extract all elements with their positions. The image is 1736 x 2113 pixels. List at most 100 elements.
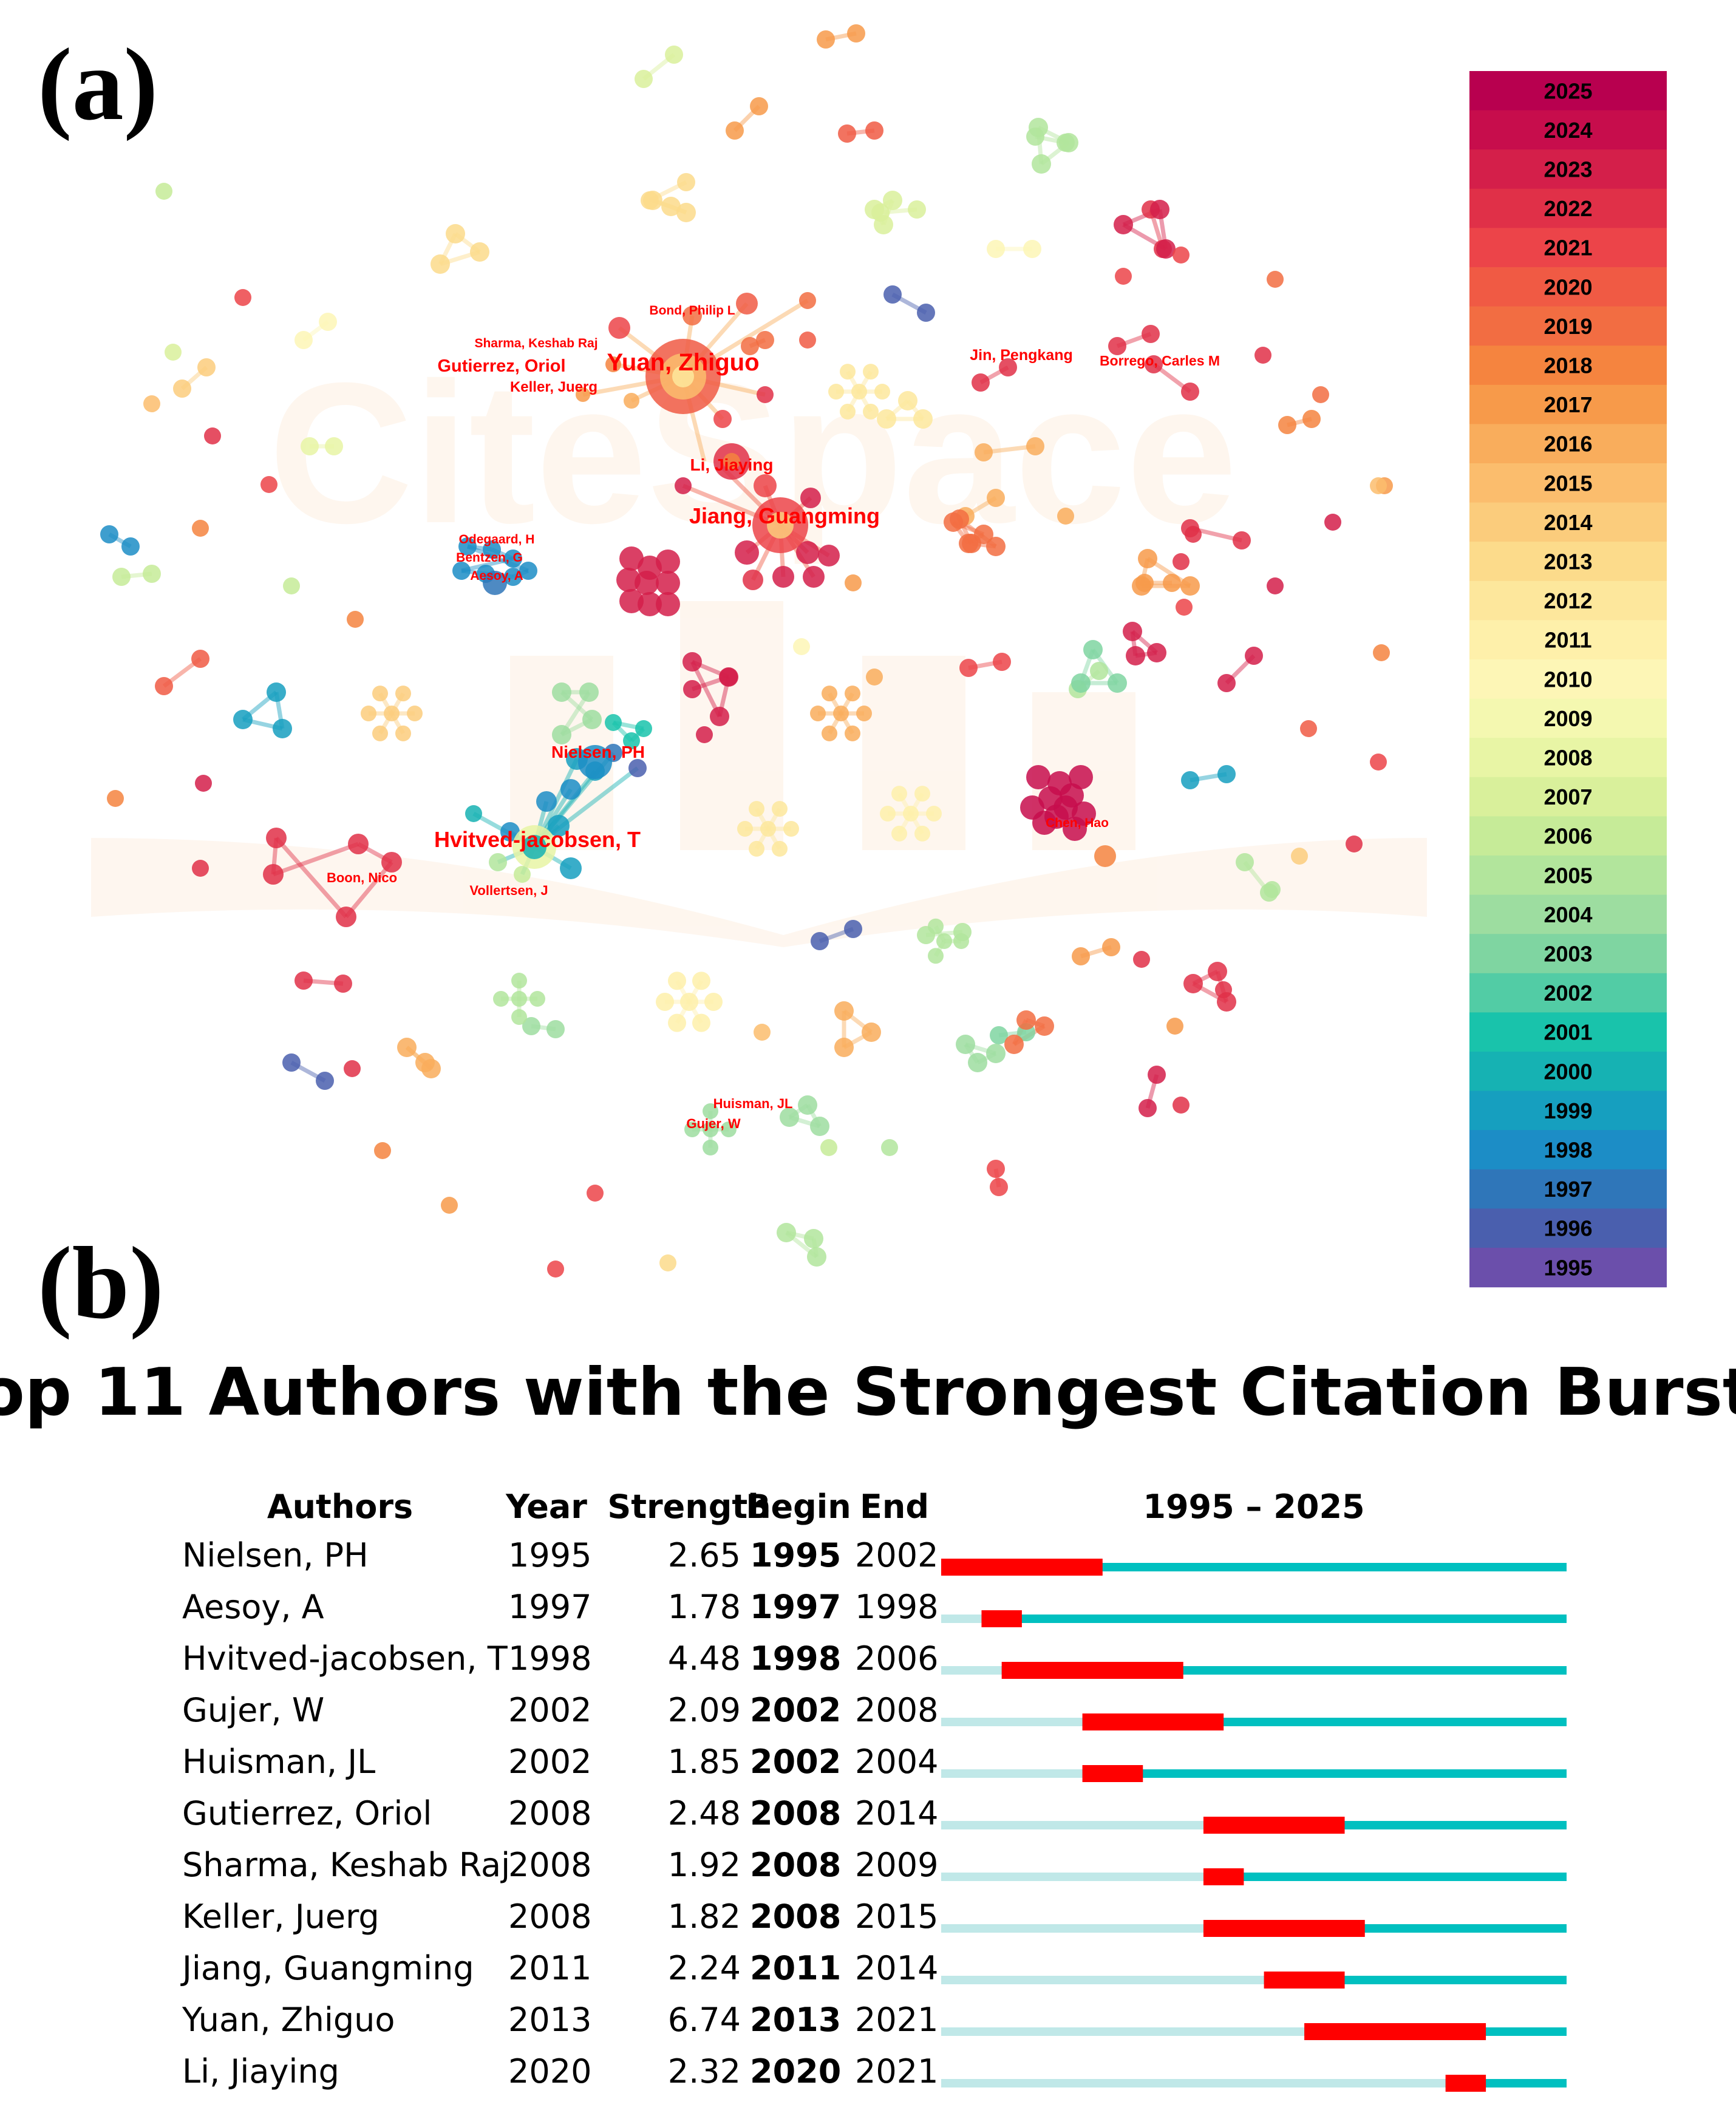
- network-node: [811, 932, 829, 950]
- network-node: [282, 1053, 301, 1072]
- network-node: [1094, 845, 1116, 867]
- network-node: [1233, 531, 1251, 550]
- network-node: [431, 254, 450, 274]
- network-node: [519, 562, 537, 580]
- network-node: [1324, 514, 1341, 531]
- network-node: [1291, 848, 1308, 865]
- network-node: [1133, 951, 1150, 968]
- row-end: 2008: [855, 1691, 938, 1729]
- legend-swatch-2012: [1469, 580, 1667, 621]
- row-author: Gutierrez, Oriol: [182, 1794, 432, 1832]
- network-node: [661, 197, 681, 216]
- burst-bar: [1203, 1817, 1345, 1834]
- legend-year-2011: 2011: [1544, 628, 1591, 653]
- network-label: Chen, Hao: [1046, 816, 1109, 830]
- network-label: Jiang, Guangming: [689, 503, 880, 528]
- network-node: [1004, 1035, 1024, 1054]
- header-year: Year: [505, 1488, 587, 1526]
- network-node: [100, 525, 118, 543]
- node-aesoy: [483, 571, 507, 595]
- network-label: Li, Jiaying: [690, 455, 774, 474]
- legend-year-2007: 2007: [1544, 784, 1592, 809]
- network-node: [1217, 674, 1236, 692]
- network-node: [628, 759, 647, 777]
- timeline-inactive: [941, 1718, 1083, 1726]
- network-node: [336, 907, 356, 927]
- legend-year-2020: 2020: [1544, 274, 1592, 299]
- network-node: [334, 975, 352, 993]
- network-node: [619, 546, 644, 571]
- network-node: [777, 1223, 796, 1242]
- network-node: [192, 860, 209, 877]
- network-node: [1370, 477, 1387, 494]
- network-node: [197, 358, 216, 376]
- legend-year-2002: 2002: [1544, 981, 1592, 1005]
- network-node: [736, 293, 758, 315]
- network-node: [743, 570, 763, 590]
- legend-swatch-2016: [1469, 424, 1667, 464]
- timeline-inactive: [941, 1924, 1203, 1933]
- row-end: 2004: [855, 1743, 938, 1781]
- network-node: [552, 725, 571, 744]
- network-node: [155, 677, 173, 695]
- timeline-active: [1203, 1873, 1567, 1881]
- network-node: [112, 568, 131, 586]
- timeline-inactive: [941, 1615, 982, 1623]
- network-nodes: [100, 24, 1393, 1278]
- network-node: [810, 706, 826, 721]
- network-node: [529, 991, 545, 1007]
- network-node: [511, 991, 527, 1007]
- network-node: [1016, 1010, 1036, 1030]
- network-node: [863, 403, 879, 420]
- network-node: [1373, 644, 1390, 661]
- network-node: [511, 973, 527, 988]
- network-node: [828, 384, 844, 400]
- network-node: [605, 714, 622, 731]
- network-node: [990, 1178, 1008, 1196]
- row-end: 2009: [855, 1846, 938, 1884]
- network-node: [260, 476, 277, 493]
- network-node: [465, 805, 482, 822]
- network-node: [576, 387, 590, 402]
- row-begin: 2008: [750, 1897, 841, 1936]
- network-edge: [344, 860, 393, 919]
- row-begin: 1995: [750, 1536, 841, 1574]
- network-node: [608, 317, 630, 339]
- header-end: End: [860, 1488, 929, 1526]
- timeline-inactive: [941, 1821, 1203, 1829]
- table-row: Jiang, Guangming 2011 2.24 2011 2014: [180, 1949, 1567, 1989]
- network-node: [845, 725, 860, 741]
- network-node: [874, 215, 893, 234]
- row-year: 2002: [508, 1691, 591, 1729]
- legend-year-2021: 2021: [1544, 236, 1592, 260]
- network-node: [772, 840, 788, 857]
- network-node: [347, 611, 364, 628]
- network-node: [1115, 268, 1132, 285]
- network-node: [635, 720, 652, 737]
- row-author: Huisman, JL: [182, 1743, 375, 1781]
- network-node: [845, 686, 860, 702]
- network-node: [1264, 881, 1281, 898]
- network-node: [361, 706, 376, 721]
- network-edge: [690, 661, 722, 718]
- network-node: [623, 732, 640, 749]
- network-node: [749, 840, 764, 857]
- network-node: [737, 821, 753, 837]
- network-node: [680, 993, 698, 1011]
- table-row: Nielsen, PH 1995 2.65 1995 2002: [182, 1536, 1567, 1576]
- network-node: [638, 592, 662, 616]
- network-node: [1156, 239, 1176, 259]
- network-node: [234, 289, 251, 306]
- network-node: [384, 706, 400, 721]
- burst-bar: [981, 1610, 1022, 1627]
- network-node: [643, 191, 662, 210]
- legend-year-1996: 1996: [1544, 1216, 1592, 1241]
- legend-swatch-2004: [1469, 894, 1667, 934]
- network-node: [1139, 1099, 1157, 1117]
- table-row: Huisman, JL 2002 1.85 2002 2004: [182, 1743, 1567, 1782]
- network-label: Hvitved-jacobsen, T: [434, 827, 641, 852]
- legend-year-2003: 2003: [1544, 942, 1592, 967]
- network-node: [928, 918, 944, 934]
- network-node: [703, 1121, 718, 1137]
- network-node: [750, 97, 768, 115]
